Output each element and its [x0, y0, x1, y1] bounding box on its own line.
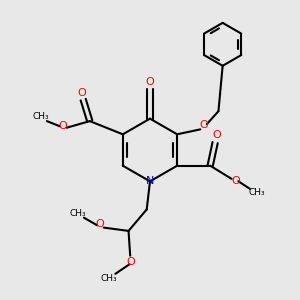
- Text: O: O: [199, 120, 208, 130]
- Text: O: O: [95, 219, 104, 229]
- Text: O: O: [58, 121, 67, 131]
- Text: CH₃: CH₃: [69, 209, 86, 218]
- Text: O: O: [127, 256, 136, 267]
- Text: CH₃: CH₃: [33, 112, 50, 121]
- Text: O: O: [77, 88, 86, 98]
- Text: CH₃: CH₃: [100, 274, 117, 283]
- Text: O: O: [212, 130, 221, 140]
- Text: N: N: [146, 176, 154, 186]
- Text: O: O: [232, 176, 240, 185]
- Text: CH₃: CH₃: [248, 188, 265, 197]
- Text: O: O: [146, 76, 154, 87]
